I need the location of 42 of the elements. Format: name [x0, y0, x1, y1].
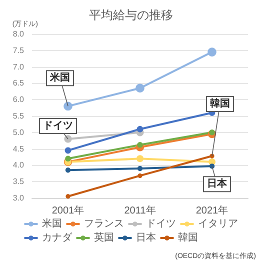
point [136, 84, 144, 93]
legend-label: フランス [84, 218, 124, 230]
y-tick-label: 4.5 [12, 144, 25, 154]
point [64, 147, 72, 154]
x-tick-label: 2021年 [196, 204, 228, 216]
y-tick-label: 3.5 [12, 177, 25, 186]
point [65, 168, 71, 173]
point [136, 126, 144, 132]
y-tick-label: 3.0 [12, 194, 25, 202]
chart-title: 平均給与の推移 [89, 8, 173, 22]
legend-label: 英国 [94, 232, 114, 244]
y-tick-label: 6.0 [12, 95, 25, 104]
point [136, 155, 144, 162]
annotation: 米国 [49, 72, 70, 84]
y-tick-label: 5.0 [12, 128, 25, 137]
y-tick-label: 7.0 [12, 62, 25, 72]
legend-label: イタリア [198, 218, 238, 230]
point [137, 166, 143, 172]
point [137, 142, 143, 148]
legend-label: ドイツ [146, 218, 176, 230]
legend-label: カナダ [42, 232, 73, 244]
y-tick-label: 4.0 [12, 160, 25, 170]
annotation: 韓国 [210, 98, 230, 110]
legend-label: 韓国 [178, 232, 198, 244]
point [64, 102, 72, 111]
y-tick-label: 5.5 [12, 112, 25, 120]
point [209, 130, 215, 136]
point [138, 173, 142, 178]
point [210, 154, 214, 158]
annotation: ドイツ [43, 120, 73, 132]
point [65, 156, 71, 162]
legend-label: 米国 [42, 218, 62, 230]
annotation: 日本 [207, 178, 228, 190]
point [208, 48, 216, 56]
y-tick-label: 8.0 [12, 30, 25, 38]
x-tick-label: 2011年 [124, 204, 156, 216]
y-tick-label: 6.5 [12, 78, 25, 88]
x-tick-label: 2001年 [52, 204, 84, 216]
legend-label: 日本 [136, 232, 156, 244]
point [66, 194, 70, 199]
point [64, 135, 72, 143]
y-tick-label: 7.5 [12, 46, 25, 55]
